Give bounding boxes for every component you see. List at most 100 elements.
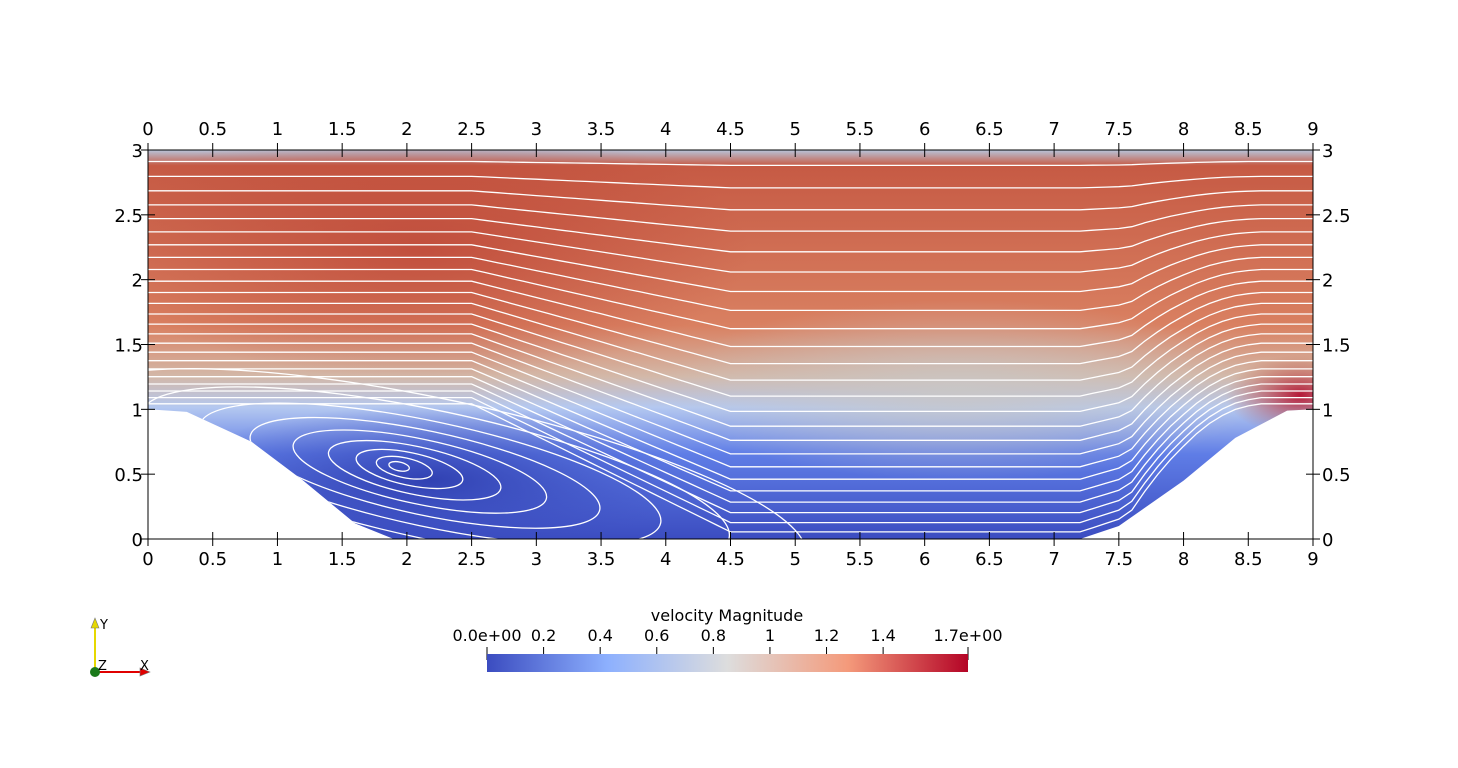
streamline [148,302,1313,381]
tick-labels: 000.50.5111.51.5222.52.5333.53.5444.54.5… [114,119,1350,570]
upper-left-fast-region [148,150,750,380]
streamline [148,376,1313,492]
streamline [148,360,1313,468]
streamline [148,390,1313,514]
colorbar-label: 1.7e+00 [933,626,1002,645]
streamline [148,175,1313,189]
x-tick-label-top: 2 [401,119,412,140]
streamline [148,323,1313,413]
streamline [148,291,1313,365]
x-tick-label-bottom: 3 [531,549,542,570]
colorbar-label: 0.6 [644,626,669,645]
streamline [148,368,1313,480]
z-axis-letter: Z [98,659,107,674]
x-tick-label-bottom: 1 [272,549,283,570]
vortex-streamline [388,460,410,472]
recirculation-region [170,405,690,539]
y-tick-label-left: 1.5 [114,336,143,357]
vortex-streamline [249,416,601,529]
streamline [148,403,1313,533]
streamline [148,244,1313,293]
streamline [148,333,1313,427]
x-tick-label-top: 3 [531,119,542,140]
x-tick-label-bottom: 9 [1307,549,1318,570]
streamline [148,396,1313,524]
colorbar-labels: 0.0e+00 0.2 0.4 0.6 0.8 1 1.2 1.4 1.7e+00 [452,626,1003,660]
colorbar-gradient [487,654,968,672]
vortex-streamline [355,448,464,490]
x-tick-label-bottom: 2.5 [457,549,486,570]
colorbar-label: 1.4 [870,626,895,645]
y-tick-label-left: 0.5 [114,465,143,486]
y-tick-label-left: 0 [132,530,143,551]
x-tick-label-bottom: 3.5 [587,549,616,570]
y-tick-label-right: 3 [1322,141,1333,162]
flow-field [148,150,1313,539]
y-arrow-icon [90,617,100,629]
outlet-fast-region [1225,355,1313,435]
x-tick-label-top: 8 [1178,119,1189,140]
colorbar-label: 1 [765,626,775,645]
vortex-streamline [148,386,731,539]
z-axis-dot-icon [90,667,100,677]
colorbar-label: 0.0e+00 [452,626,521,645]
x-tick-label-bottom: 4.5 [716,549,745,570]
x-tick-label-top: 5 [789,119,800,140]
colorbar-label: 0.4 [587,626,612,645]
vortex-streamline [327,439,502,501]
y-tick-label-right: 0 [1322,530,1333,551]
streamline [148,204,1313,232]
vortex-streamline [148,368,807,539]
x-tick-label-bottom: 7.5 [1105,549,1134,570]
x-arrow-icon [139,667,151,677]
y-tick-label-right: 1 [1322,400,1333,421]
x-tick-label-bottom: 2 [401,549,412,570]
x-tick-label-bottom: 4 [660,549,671,570]
x-tick-label-bottom: 5 [789,549,800,570]
vortex-streamline [375,455,433,480]
x-tick-label-top: 8.5 [1234,119,1263,140]
x-tick-label-top: 9 [1307,119,1318,140]
streamlines [148,160,1313,539]
colorbar-title: velocity Magnitude [651,606,803,625]
colorbar: velocity Magnitude 0.0e+00 0.2 0.4 0.6 0.8 1 1… [452,606,1003,672]
streamline [148,383,1313,503]
x-tick-label-bottom: 7 [1048,549,1059,570]
vortex-streamline [292,429,548,514]
x-tick-label-bottom: 0.5 [198,549,227,570]
x-tick-label-top: 7 [1048,119,1059,140]
orientation-axes: Y Z X [90,617,151,677]
x-tick-label-top: 0 [142,119,153,140]
y-tick-label-left: 2 [132,271,143,292]
streamline [148,256,1313,312]
streamline [148,160,1313,167]
streamline [148,280,1313,348]
y-tick-label-left: 3 [132,141,143,162]
x-tick-label-top: 7.5 [1105,119,1134,140]
streamline [148,190,1313,211]
colorbar-label: 1.2 [814,626,839,645]
x-axis-letter: X [140,659,149,674]
x-tick-label-top: 1.5 [328,119,357,140]
axes [141,143,1320,546]
x-tick-label-bottom: 5.5 [846,549,875,570]
y-tick-label-right: 2 [1322,271,1333,292]
x-tick-label-top: 5.5 [846,119,875,140]
streamline [148,268,1313,330]
x-tick-label-top: 0.5 [198,119,227,140]
y-axis-letter: Y [99,618,108,633]
x-tick-label-top: 1 [272,119,283,140]
streamline [148,313,1313,397]
colorbar-label: 0.8 [701,626,726,645]
x-tick-label-top: 2.5 [457,119,486,140]
x-tick-label-top: 6.5 [975,119,1004,140]
x-tick-label-top: 6 [919,119,930,140]
x-tick-label-bottom: 6 [919,549,930,570]
x-tick-label-top: 4 [660,119,671,140]
x-tick-label-bottom: 8 [1178,549,1189,570]
y-tick-label-right: 1.5 [1322,336,1351,357]
x-tick-label-bottom: 1.5 [328,549,357,570]
x-tick-label-bottom: 8.5 [1234,549,1263,570]
y-tick-label-left: 2.5 [114,206,143,227]
